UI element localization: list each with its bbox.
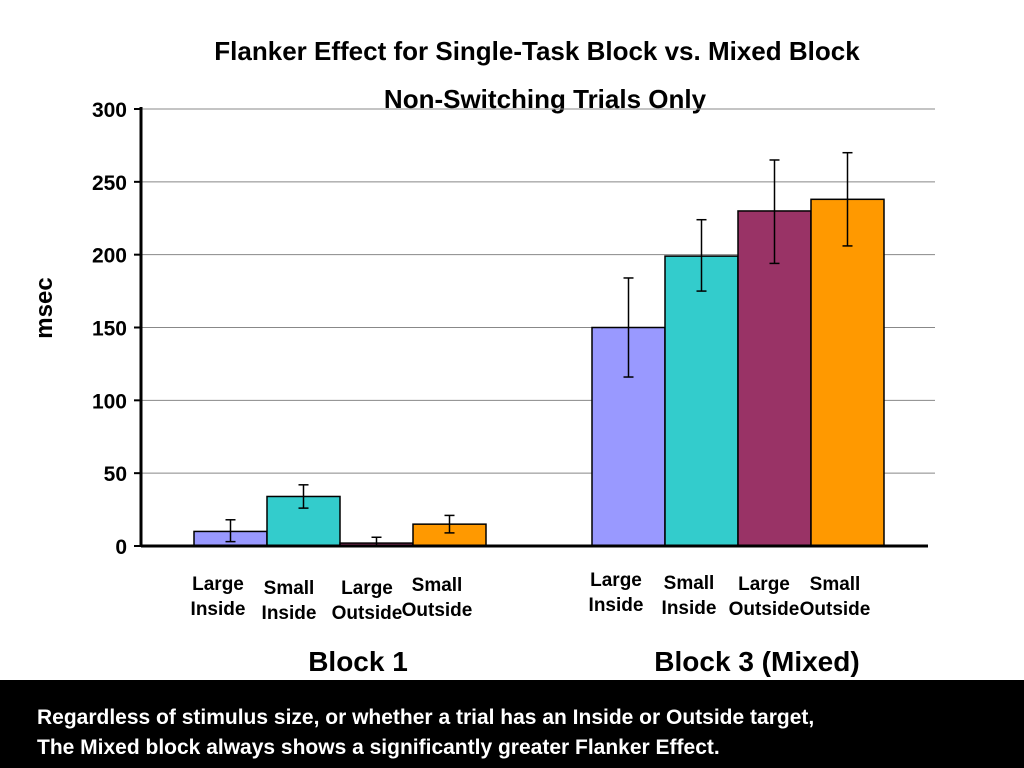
y-axis-label: msec [31, 277, 58, 338]
bar [664, 255, 739, 547]
error-bar [298, 484, 309, 509]
category-label: Small Outside [402, 575, 473, 621]
error-bar [225, 519, 236, 543]
error-bar [696, 218, 707, 292]
category-label: Large Outside [729, 574, 800, 620]
group-labels: Block 1 Block 3 (Mixed) [308, 646, 860, 677]
category-label: Large Inside [589, 570, 644, 616]
y-tick-labels: 0 50 100 150 200 250 300 [92, 99, 127, 559]
group-label: Block 3 (Mixed) [654, 646, 859, 677]
y-tick-label: 50 [104, 463, 127, 486]
chart-title: Flanker Effect for Single-Task Block vs.… [214, 36, 860, 66]
error-bar [842, 151, 853, 247]
bar-chart: 0 50 100 150 200 250 300 Large Inside Small Insid… [31, 99, 935, 677]
bar [737, 210, 812, 547]
y-tick-label: 200 [92, 245, 127, 268]
group-label: Block 1 [308, 646, 408, 677]
error-bar [444, 514, 455, 534]
axes [134, 107, 928, 548]
bar [810, 198, 885, 547]
error-bar [769, 159, 780, 265]
category-label: Small Outside [800, 574, 871, 620]
category-label: Large Inside [191, 574, 246, 620]
footer-line-1: Regardless of stimulus size, or whether … [37, 706, 815, 729]
category-label: Large Outside [332, 578, 403, 624]
y-tick-label: 300 [92, 99, 127, 122]
error-bar [623, 277, 634, 378]
y-tick-label: 100 [92, 390, 127, 413]
category-label: Small Inside [662, 573, 717, 619]
footer-banner: Regardless of stimulus size, or whether … [0, 680, 1024, 768]
footer-line-2: The Mixed block always shows a significa… [37, 736, 720, 759]
y-tick-label: 150 [92, 318, 127, 341]
y-tick-label: 0 [115, 536, 127, 559]
bars [193, 198, 885, 547]
y-tick-label: 250 [92, 172, 127, 195]
category-label: Small Inside [262, 578, 317, 624]
